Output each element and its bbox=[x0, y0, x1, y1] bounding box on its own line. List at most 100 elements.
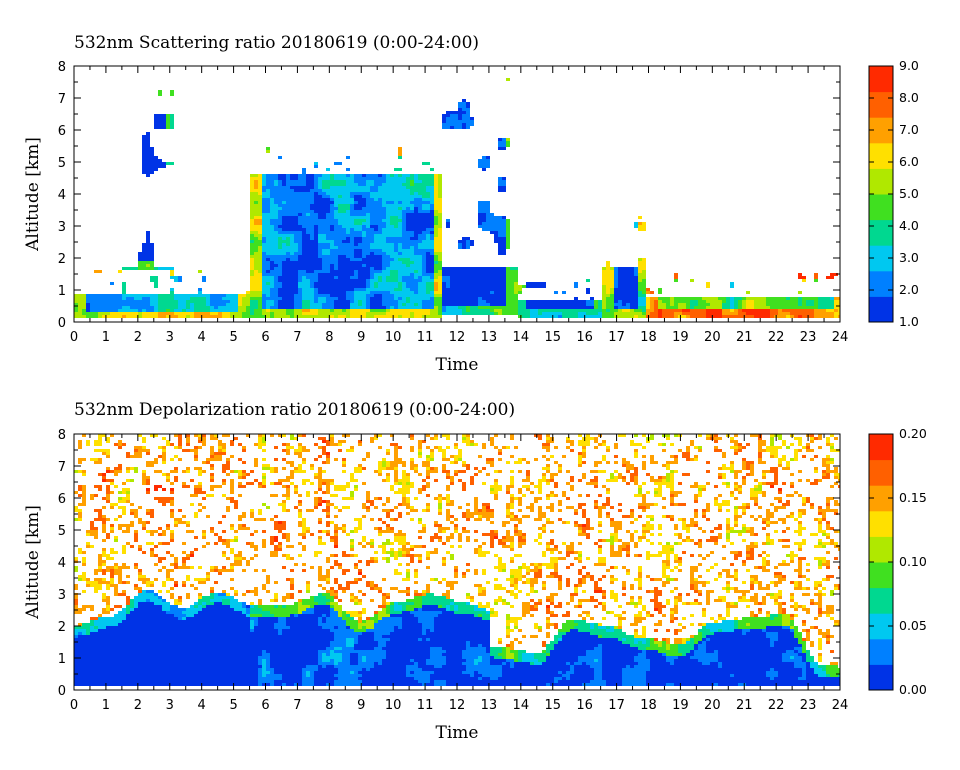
x-tick-label: 10 bbox=[385, 698, 402, 713]
colorbar-tick-label: 2.0 bbox=[899, 282, 919, 297]
y-tick-label: 4 bbox=[58, 556, 66, 571]
x-tick-label: 8 bbox=[325, 330, 333, 345]
colorbar-tick-label: 4.0 bbox=[899, 218, 919, 233]
y-tick-label: 8 bbox=[58, 428, 66, 443]
x-tick-label: 19 bbox=[672, 698, 689, 713]
x-tick-label: 4 bbox=[198, 698, 206, 713]
x-tick-label: 9 bbox=[357, 698, 365, 713]
x-axis-label: Time bbox=[436, 723, 479, 743]
y-tick-label: 6 bbox=[58, 492, 66, 507]
y-tick-label: 6 bbox=[58, 124, 66, 139]
colorbar-tick-label: 9.0 bbox=[899, 58, 919, 73]
scattering-ratio-field bbox=[74, 78, 840, 318]
colorbar-segment bbox=[869, 219, 893, 246]
x-tick-label: 11 bbox=[417, 330, 434, 345]
y-axis-label: Altitude [km] bbox=[23, 505, 43, 620]
colorbar-segment bbox=[869, 66, 893, 93]
y-tick-label: 4 bbox=[58, 188, 66, 203]
x-tick-label: 21 bbox=[736, 698, 753, 713]
colorbar-segment bbox=[869, 434, 893, 461]
x-tick-label: 23 bbox=[800, 698, 817, 713]
x-tick-label: 14 bbox=[513, 698, 530, 713]
x-tick-label: 13 bbox=[481, 330, 498, 345]
y-tick-label: 5 bbox=[58, 524, 66, 539]
y-tick-label: 2 bbox=[58, 252, 66, 267]
x-tick-label: 16 bbox=[576, 330, 593, 345]
x-tick-label: 0 bbox=[70, 330, 78, 345]
colorbar: 1.0 2.0 3.0 4.0 5.0 6.0 7.0 8.0 9.0 bbox=[868, 58, 919, 329]
depolarization-ratio-panel: 532nm Depolarization ratio 20180619 (0:0… bbox=[23, 400, 927, 743]
x-tick-label: 15 bbox=[544, 698, 561, 713]
colorbar-tick-label: 5.0 bbox=[899, 186, 919, 201]
x-tick-label: 3 bbox=[166, 698, 174, 713]
colorbar-segment bbox=[869, 270, 893, 297]
chart-title: 532nm Scattering ratio 20180619 (0:00-24… bbox=[74, 33, 479, 53]
colorbar-tick-label: 6.0 bbox=[899, 154, 919, 169]
y-tick-label: 3 bbox=[58, 588, 66, 603]
colorbar-segment bbox=[869, 91, 893, 118]
colorbar-segment bbox=[869, 194, 893, 221]
chart-title: 532nm Depolarization ratio 20180619 (0:0… bbox=[74, 400, 515, 420]
x-tick-label: 20 bbox=[704, 330, 721, 345]
x-tick-label: 22 bbox=[768, 698, 785, 713]
x-tick-label: 22 bbox=[768, 330, 785, 345]
x-tick-label: 11 bbox=[417, 698, 434, 713]
colorbar-segment bbox=[869, 296, 893, 323]
x-tick-label: 14 bbox=[513, 330, 530, 345]
x-tick-label: 17 bbox=[608, 698, 625, 713]
y-tick-label: 2 bbox=[58, 620, 66, 635]
x-tick-label: 16 bbox=[576, 698, 593, 713]
x-tick-label: 7 bbox=[293, 698, 301, 713]
x-tick-label: 1 bbox=[102, 698, 110, 713]
colorbar-tick-label: 0.00 bbox=[899, 682, 927, 697]
colorbar-segment bbox=[869, 459, 893, 486]
y-tick-label: 7 bbox=[58, 460, 66, 475]
y-tick-label: 0 bbox=[58, 684, 66, 699]
x-tick-label: 24 bbox=[832, 330, 849, 345]
x-tick-label: 2 bbox=[134, 330, 142, 345]
colorbar-tick-label: 0.10 bbox=[899, 554, 927, 569]
x-tick-label: 21 bbox=[736, 330, 753, 345]
colorbar-segment bbox=[869, 536, 893, 563]
x-tick-label: 18 bbox=[640, 330, 657, 345]
x-tick-label: 4 bbox=[198, 330, 206, 345]
y-tick-label: 8 bbox=[58, 60, 66, 75]
x-tick-label: 0 bbox=[70, 698, 78, 713]
x-tick-label: 20 bbox=[704, 698, 721, 713]
colorbar-tick-label: 0.15 bbox=[899, 490, 927, 505]
y-tick-label: 5 bbox=[58, 156, 66, 171]
colorbar-segment bbox=[869, 638, 893, 665]
x-tick-label: 19 bbox=[672, 330, 689, 345]
depolarization-ratio-field bbox=[74, 434, 840, 686]
x-tick-label: 10 bbox=[385, 330, 402, 345]
x-tick-label: 3 bbox=[166, 330, 174, 345]
x-tick-label: 18 bbox=[640, 698, 657, 713]
x-tick-label: 7 bbox=[293, 330, 301, 345]
y-tick-label: 7 bbox=[58, 92, 66, 107]
colorbar-segment bbox=[869, 587, 893, 614]
x-tick-label: 17 bbox=[608, 330, 625, 345]
colorbar-tick-label: 0.05 bbox=[899, 618, 927, 633]
x-tick-label: 8 bbox=[325, 698, 333, 713]
x-tick-label: 15 bbox=[544, 330, 561, 345]
x-tick-label: 5 bbox=[229, 330, 237, 345]
x-tick-label: 12 bbox=[449, 698, 466, 713]
x-tick-label: 2 bbox=[134, 698, 142, 713]
y-tick-label: 1 bbox=[58, 652, 66, 667]
y-axis-label: Altitude [km] bbox=[23, 137, 43, 252]
scattering-ratio-panel: 532nm Scattering ratio 20180619 (0:00-24… bbox=[23, 33, 919, 375]
colorbar-segment bbox=[869, 168, 893, 195]
colorbar: 0.00 0.05 0.10 0.15 0.20 bbox=[868, 426, 927, 697]
y-tick-label: 1 bbox=[58, 284, 66, 299]
x-tick-label: 6 bbox=[261, 330, 269, 345]
colorbar-segment bbox=[869, 562, 893, 589]
x-tick-label: 5 bbox=[229, 698, 237, 713]
x-tick-label: 13 bbox=[481, 698, 498, 713]
y-tick-label: 0 bbox=[58, 316, 66, 331]
x-tick-label: 6 bbox=[261, 698, 269, 713]
x-tick-label: 23 bbox=[800, 330, 817, 345]
x-axis-label: Time bbox=[436, 355, 479, 375]
colorbar-tick-label: 1.0 bbox=[899, 314, 919, 329]
colorbar-segment bbox=[869, 664, 893, 691]
